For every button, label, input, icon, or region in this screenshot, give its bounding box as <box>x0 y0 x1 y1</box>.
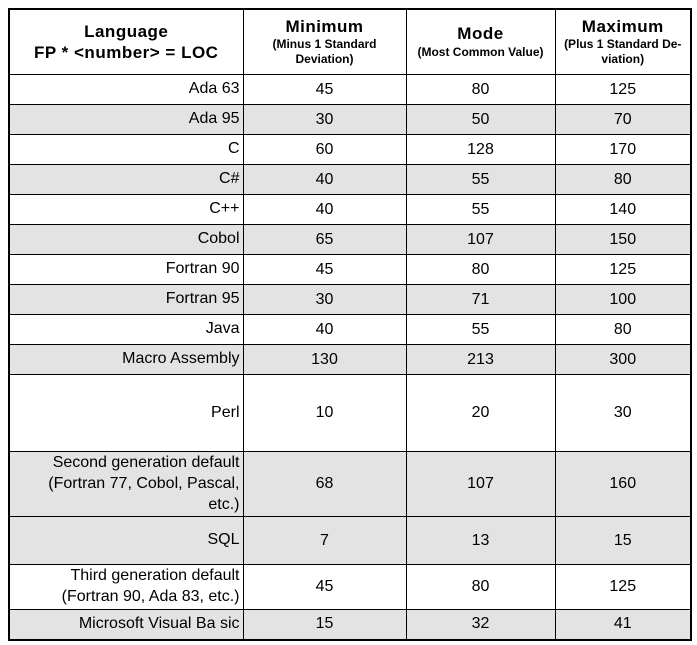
table-row: C# 40 55 80 <box>8 164 692 195</box>
mode-cell: 71 <box>405 284 556 315</box>
minimum-cell: 68 <box>242 450 407 518</box>
table-row: Third generation default (Fortran 90, Ad… <box>8 564 692 610</box>
maximum-cell: 160 <box>554 450 692 518</box>
maximum-cell: 125 <box>554 74 692 105</box>
mode-cell: 55 <box>405 164 556 195</box>
mode-cell: 13 <box>405 516 556 566</box>
table-row: Microsoft Visual Ba sic 15 32 41 <box>8 608 692 641</box>
mode-cell: 20 <box>405 374 556 452</box>
maximum-cell: 15 <box>554 516 692 566</box>
maximum-cell: 80 <box>554 164 692 195</box>
language-cell: Java <box>8 314 244 345</box>
maximum-cell: 100 <box>554 284 692 315</box>
table-row: Ada 63 45 80 125 <box>8 74 692 105</box>
table-row: Macro Assembly 130 213 300 <box>8 344 692 375</box>
maximum-cell: 125 <box>554 564 692 610</box>
table-row: Second generation default (Fortran 77, C… <box>8 450 692 518</box>
maximum-cell: 41 <box>554 608 692 641</box>
minimum-cell: 40 <box>242 194 407 225</box>
header-maximum-subtitle: (Plus 1 Standard De-viation) <box>564 37 682 67</box>
maximum-cell: 80 <box>554 314 692 345</box>
language-cell: Ada 95 <box>8 104 244 135</box>
table-row: C++ 40 55 140 <box>8 194 692 225</box>
minimum-cell: 45 <box>242 564 407 610</box>
mode-cell: 55 <box>405 314 556 345</box>
table-row: Java 40 55 80 <box>8 314 692 345</box>
minimum-cell: 30 <box>242 284 407 315</box>
mode-cell: 107 <box>405 224 556 255</box>
language-cell: SQL <box>8 516 244 566</box>
header-language-title: Language <box>84 21 169 41</box>
maximum-cell: 125 <box>554 254 692 285</box>
mode-cell: 80 <box>405 254 556 285</box>
header-row: Language FP * <number> = LOC Minimum (Mi… <box>8 8 692 75</box>
header-mode-title: Mode <box>457 24 504 44</box>
mode-cell: 32 <box>405 608 556 641</box>
maximum-cell: 70 <box>554 104 692 135</box>
header-language-formula: FP * <number> = LOC <box>34 43 219 62</box>
mode-cell: 213 <box>405 344 556 375</box>
language-cell: Microsoft Visual Ba sic <box>8 608 244 641</box>
header-language: Language FP * <number> = LOC <box>8 8 244 75</box>
language-cell: C++ <box>8 194 244 225</box>
table-row: Fortran 90 45 80 125 <box>8 254 692 285</box>
mode-cell: 128 <box>405 134 556 165</box>
minimum-cell: 60 <box>242 134 407 165</box>
minimum-cell: 40 <box>242 314 407 345</box>
minimum-cell: 30 <box>242 104 407 135</box>
minimum-cell: 130 <box>242 344 407 375</box>
header-mode-subtitle: (Most Common Value) <box>417 44 544 59</box>
table-row: Ada 95 30 50 70 <box>8 104 692 135</box>
maximum-cell: 300 <box>554 344 692 375</box>
table-row: Fortran 95 30 71 100 <box>8 284 692 315</box>
fp-loc-conversion-table: Language FP * <number> = LOC Minimum (Mi… <box>8 8 692 641</box>
language-cell: Fortran 90 <box>8 254 244 285</box>
language-cell: Third generation default (Fortran 90, Ad… <box>8 564 244 610</box>
header-maximum-title: Maximum <box>581 16 664 36</box>
header-minimum: Minimum (Minus 1 Standard Deviation) <box>242 8 407 75</box>
mode-cell: 80 <box>405 564 556 610</box>
minimum-cell: 45 <box>242 254 407 285</box>
minimum-cell: 10 <box>242 374 407 452</box>
minimum-cell: 15 <box>242 608 407 641</box>
table-row: Perl 10 20 30 <box>8 374 692 452</box>
language-cell: C# <box>8 164 244 195</box>
header-minimum-subtitle: (Minus 1 Standard Deviation) <box>272 37 377 67</box>
table-row: SQL 7 13 15 <box>8 516 692 566</box>
table-row: C 60 128 170 <box>8 134 692 165</box>
table-body: Ada 63 45 80 125 Ada 95 30 50 70 C 60 12… <box>8 74 692 641</box>
mode-cell: 107 <box>405 450 556 518</box>
minimum-cell: 65 <box>242 224 407 255</box>
language-cell: Fortran 95 <box>8 284 244 315</box>
language-cell: Perl <box>8 374 244 452</box>
language-cell: Cobol <box>8 224 244 255</box>
mode-cell: 50 <box>405 104 556 135</box>
maximum-cell: 30 <box>554 374 692 452</box>
table-row: Cobol 65 107 150 <box>8 224 692 255</box>
maximum-cell: 170 <box>554 134 692 165</box>
mode-cell: 55 <box>405 194 556 225</box>
maximum-cell: 150 <box>554 224 692 255</box>
language-cell: Macro Assembly <box>8 344 244 375</box>
minimum-cell: 7 <box>242 516 407 566</box>
header-mode: Mode (Most Common Value) <box>405 8 556 75</box>
minimum-cell: 40 <box>242 164 407 195</box>
header-minimum-title: Minimum <box>285 16 364 36</box>
language-cell: Ada 63 <box>8 74 244 105</box>
header-maximum: Maximum (Plus 1 Standard De-viation) <box>554 8 692 75</box>
mode-cell: 80 <box>405 74 556 105</box>
language-cell: Second generation default (Fortran 77, C… <box>8 450 244 518</box>
language-cell: C <box>8 134 244 165</box>
maximum-cell: 140 <box>554 194 692 225</box>
minimum-cell: 45 <box>242 74 407 105</box>
